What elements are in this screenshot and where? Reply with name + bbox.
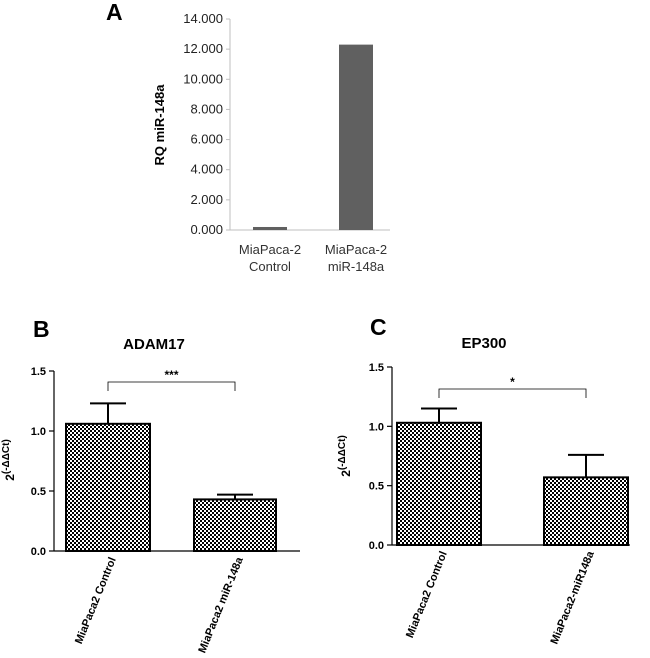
panel-b-y-tick-label: 1.0 [31,426,46,438]
panel-c-category-labels: MiaPaca2 Control MiaPaca2-miR148a [404,549,597,646]
panel-a-letter: A [106,0,123,25]
panel-a-bar [339,44,373,230]
panel-b-bars [65,422,277,552]
panel-b-letter: B [33,316,50,342]
panel-b-bar [65,422,151,552]
panel-a-y-tick-label: 2.000 [190,192,223,207]
panel-a-y-tick-label: 4.000 [190,162,223,177]
panel-a-bar [253,226,287,230]
panel-b-significance-bracket [107,381,236,391]
panel-a-chart: A RQ miR-148a 0.000 2.000 4.000 6.000 8.000 1… [106,0,390,274]
panel-b-chart: B ADAM17 2(-ΔΔCt) 0.0 0.5 1.0 1.5 *** MiaPa… [1,316,300,655]
panel-c-error-bars [421,407,604,478]
panel-a-category-labels: MiaPaca-2 Control MiaPaca-2 miR-148a [239,242,387,274]
panel-c-significance: * [438,375,587,398]
panel-b-y-axis-label: 2(-ΔΔCt) [1,439,17,481]
panel-a-y-tick-label: 10.000 [183,71,223,86]
panel-a-y-tick-label: 8.000 [190,101,223,116]
panel-c-significance-bracket [438,388,587,398]
panel-b-bar [193,498,277,552]
panel-a-y-ticks: 0.000 2.000 4.000 6.000 8.000 10.000 12.000 14.… [183,11,230,237]
panel-c-bar [543,476,629,546]
panel-c-y-tick-label: 1.0 [369,421,384,433]
panel-a-y-tick-label: 14.000 [183,11,223,26]
panel-c-y-tick-label: 0.5 [369,481,384,493]
panel-a-bars [253,44,373,230]
panel-a-y-axis-label: RQ miR-148a [152,84,167,166]
panel-b-error-bars [90,402,253,500]
panel-b-ylabel-exponent: (-ΔΔCt) [1,439,12,474]
panel-a-category-label: MiaPaca-2 Control [239,242,301,274]
panel-b-significance-label: *** [164,368,178,382]
panel-a-y-tick-label: 6.000 [190,132,223,147]
panel-b-category-label: MiaPaca2 miR-148a [196,555,246,655]
panel-b-y-tick-label: 0.5 [31,486,46,498]
panel-b-significance: *** [107,368,236,391]
panel-c-chart: C EP300 2(-ΔΔCt) 0.0 0.5 1.0 1.5 * MiaPaca2… [337,314,630,646]
panel-c-ylabel-exponent: (-ΔΔCt) [337,435,348,470]
panel-c-bars [396,421,629,547]
panel-c-category-label: MiaPaca2-miR148a [549,549,598,646]
panel-c-title: EP300 [461,335,506,352]
panel-c-y-ticks: 0.0 0.5 1.0 1.5 [369,362,392,552]
panel-c-bar [396,421,482,547]
panel-c-y-axis-label: 2(-ΔΔCt) [337,435,353,477]
panel-b-category-label: MiaPaca2 Control [73,556,119,646]
panel-b-ylabel-base: 2 [3,474,17,481]
panel-a-y-tick-label: 12.000 [183,41,223,56]
panel-b-y-tick-label: 0.0 [31,546,46,558]
panel-c-ylabel-base: 2 [339,470,353,477]
panel-c-letter: C [370,314,387,340]
panel-c-y-tick-label: 1.5 [369,362,384,374]
panel-a-category-label: MiaPaca-2 miR-148a [325,242,387,274]
panel-c-category-label: MiaPaca2 Control [404,550,450,640]
panel-c-significance-label: * [510,375,515,389]
panel-b-y-ticks: 0.0 0.5 1.0 1.5 [31,366,54,558]
panel-c-y-tick-label: 0.0 [369,540,384,552]
panel-a-y-tick-label: 0.000 [190,222,223,237]
panel-b-category-labels: MiaPaca2 Control MiaPaca2 miR-148a [73,555,246,655]
panel-b-title: ADAM17 [123,336,185,353]
panel-b-y-tick-label: 1.5 [31,366,46,378]
